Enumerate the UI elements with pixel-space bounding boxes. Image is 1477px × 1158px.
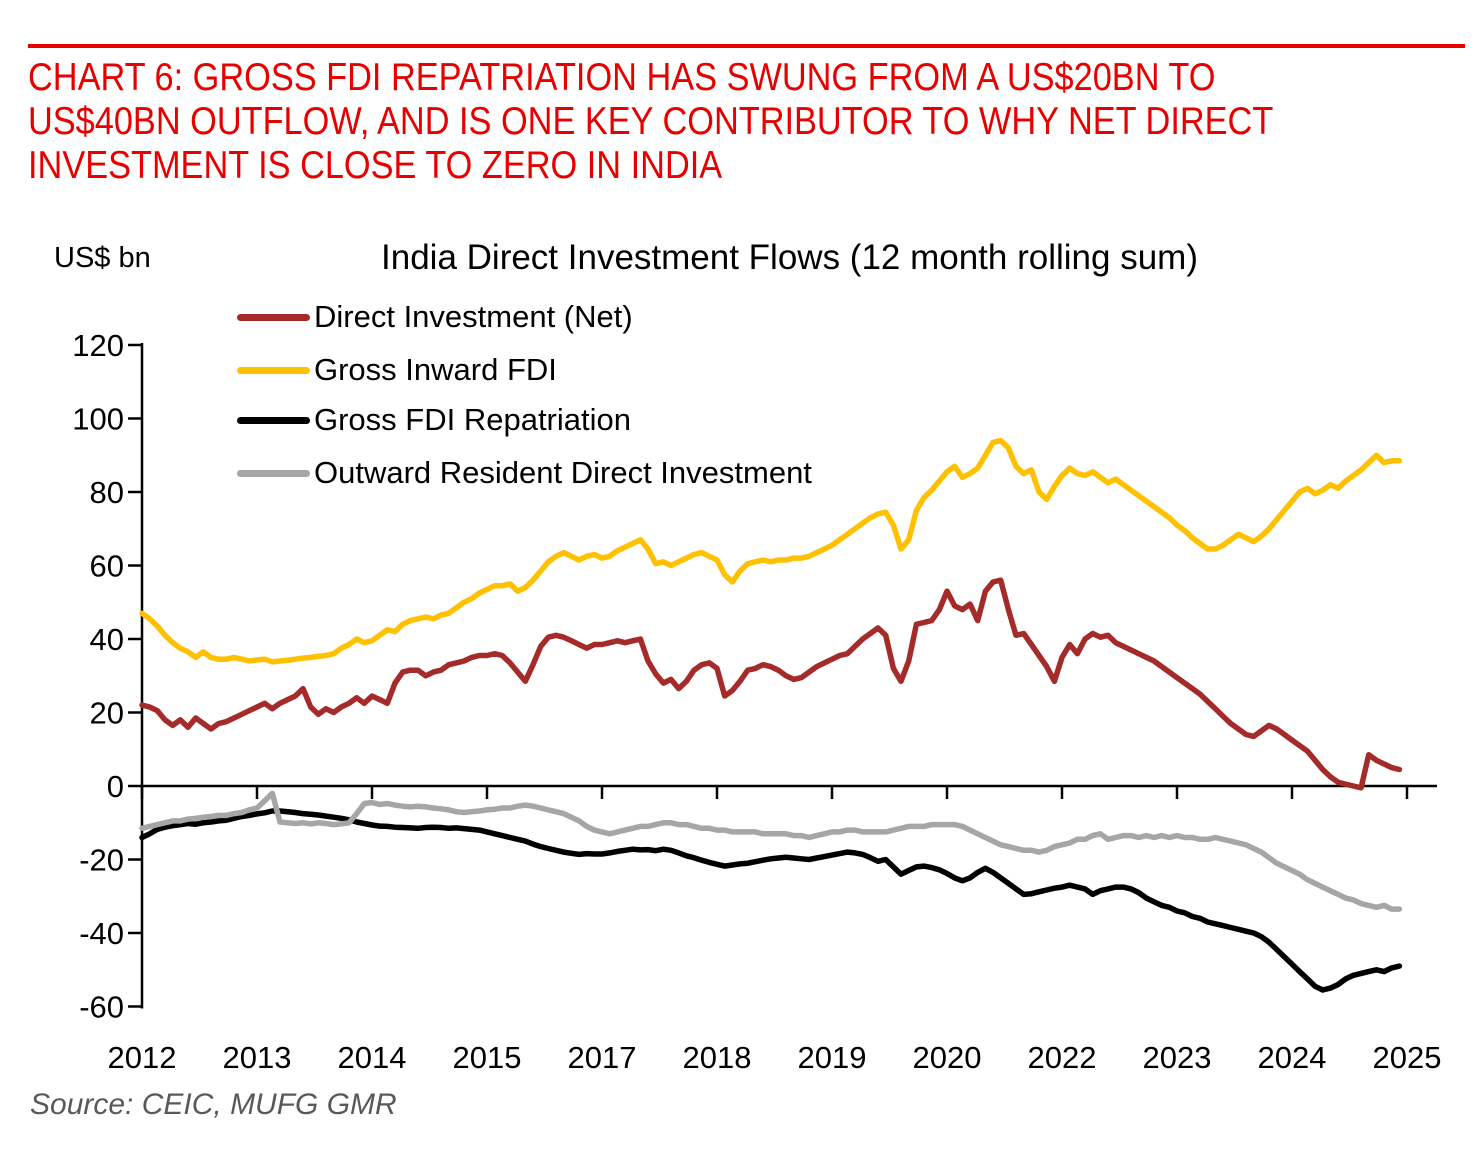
series-line-direct-investment-net- [139, 577, 1403, 791]
document-title-line-2: US$40BN OUTFLOW, AND IS ONE KEY CONTRIBU… [28, 100, 1274, 143]
legend-label: Gross FDI Repatriation [314, 402, 631, 437]
x-axis-tick-label: 2015 [453, 1040, 522, 1075]
y-axis-tick-label: -20 [79, 843, 124, 878]
legend-item-gross-fdi-repatriation: Gross FDI Repatriation [237, 402, 631, 437]
series-line-gross-inward-fdi [139, 437, 1403, 665]
source-line: Source: CEIC, MUFG GMR [30, 1088, 397, 1121]
x-axis-tick-label: 2014 [338, 1040, 407, 1075]
x-axis-tick-label: 2017 [568, 1040, 637, 1075]
x-axis-tick-label: 2022 [1028, 1040, 1097, 1075]
y-axis-tick-label: 40 [90, 622, 124, 657]
chart-title: India Direct Investment Flows (12 month … [381, 238, 1198, 277]
y-axis-tick-label: 60 [90, 549, 124, 584]
series-line-outward-resident-direct-investment [139, 790, 1403, 912]
legend-swatch-gross-inward-fdi [237, 366, 310, 374]
y-axis-tick-label: 20 [90, 696, 124, 731]
legend-item-direct-investment-net: Direct Investment (Net) [237, 299, 633, 334]
legend-item-outward-resident-direct-investment: Outward Resident Direct Investment [237, 455, 812, 490]
y-axis-tick-label: -60 [79, 990, 124, 1025]
y-axis-unit-label: US$ bn [54, 242, 151, 274]
document-title: CHART 6: GROSS FDI REPATRIATION HAS SWUN… [28, 56, 1443, 188]
y-axis-tick-label: 80 [90, 475, 124, 510]
legend-swatch-direct-investment-net [237, 313, 310, 321]
x-axis-tick-label: 2023 [1143, 1040, 1212, 1075]
document-title-line-1: CHART 6: GROSS FDI REPATRIATION HAS SWUN… [28, 56, 1216, 99]
top-accent-rule [28, 44, 1465, 48]
x-axis-tick-label: 2019 [798, 1040, 867, 1075]
legend-label: Outward Resident Direct Investment [314, 455, 812, 490]
y-axis-tick-label: 0 [107, 769, 124, 804]
y-axis-tick-label: 120 [72, 328, 124, 363]
x-axis-tick-label: 2018 [683, 1040, 752, 1075]
x-axis-tick-label: 2013 [223, 1040, 292, 1075]
y-axis-tick-label: 100 [72, 402, 124, 437]
legend-swatch-outward-resident-direct-investment [237, 469, 310, 477]
x-axis-tick-label: 2025 [1373, 1040, 1442, 1075]
document-title-line-3: INVESTMENT IS CLOSE TO ZERO IN INDIA [28, 144, 723, 187]
legend-label: Direct Investment (Net) [314, 299, 633, 334]
y-axis-tick-label: -40 [79, 916, 124, 951]
x-axis-tick-label: 2012 [108, 1040, 177, 1075]
legend-swatch-gross-fdi-repatriation [237, 416, 310, 424]
x-axis-tick-label: 2020 [913, 1040, 982, 1075]
legend-label: Gross Inward FDI [314, 352, 557, 387]
x-axis-tick-label: 2024 [1258, 1040, 1327, 1075]
legend-item-gross-inward-fdi: Gross Inward FDI [237, 352, 557, 387]
